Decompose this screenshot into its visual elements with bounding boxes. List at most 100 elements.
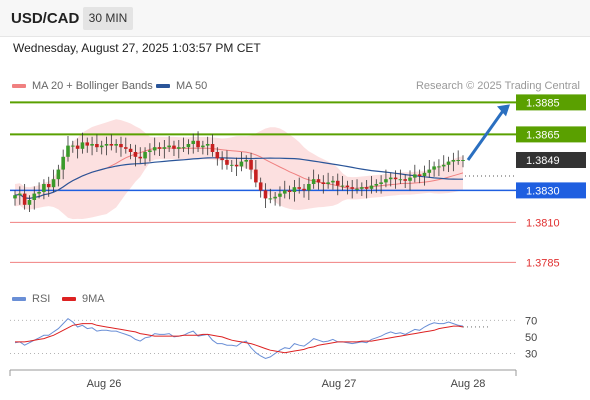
candle (71, 140, 75, 153)
candle (369, 176, 374, 194)
rsi-swatch (12, 297, 26, 302)
candle (128, 144, 133, 160)
bollinger-label: MA 20 + Bollinger Bands (32, 80, 153, 92)
candle-body (379, 182, 383, 184)
legend-rsi: RSI (12, 293, 50, 305)
candle-body (220, 158, 224, 160)
candle-body (51, 179, 56, 188)
candle-body (95, 144, 99, 148)
candle (104, 136, 109, 156)
candle (360, 182, 364, 196)
bollinger-band (15, 119, 463, 220)
candle (75, 138, 80, 159)
candle-body (128, 148, 133, 152)
candle-body (403, 179, 407, 181)
legend-rsi-ma9: 9MA (62, 293, 105, 305)
candle (263, 183, 268, 208)
candle (205, 136, 210, 156)
candle (133, 144, 138, 167)
candle (321, 175, 326, 194)
x-tick-label: Aug 26 (87, 378, 122, 390)
candle (80, 132, 85, 154)
candle-body (104, 144, 109, 146)
candle-body (369, 185, 374, 189)
candle-body (446, 161, 451, 165)
candle-body (388, 177, 393, 180)
candle (210, 134, 215, 157)
level-label: 1.3849 (526, 155, 560, 167)
candle-body (27, 200, 32, 205)
candle (437, 159, 441, 176)
candles (13, 131, 465, 212)
candle-body (422, 172, 427, 176)
candle-body (37, 192, 41, 194)
level-label: 1.3810 (526, 217, 560, 229)
candle-body (451, 160, 456, 162)
resistance-box (516, 126, 586, 143)
candle-body (75, 145, 80, 149)
level-1.3849: 1.3849 (465, 152, 586, 177)
candle-body (196, 140, 200, 148)
resistance-box (516, 94, 586, 111)
candle (456, 150, 460, 165)
candle (345, 180, 350, 195)
candle-body (181, 147, 186, 149)
candle-body (413, 174, 417, 178)
candle (244, 155, 249, 169)
instrument-title: USD/CAD (11, 10, 80, 27)
candle-body (186, 144, 191, 148)
candle (143, 147, 147, 166)
candle (148, 143, 152, 162)
candle (114, 139, 118, 153)
candle (374, 179, 379, 193)
candle-body (157, 147, 162, 149)
candle (157, 142, 162, 156)
candle-body (287, 190, 292, 192)
candle (408, 170, 412, 191)
legend-ma50: MA 50 (156, 80, 207, 92)
candle-body (205, 144, 210, 146)
rsi-tick-label: 30 (525, 349, 537, 361)
candle-body (138, 156, 143, 159)
candle (172, 140, 176, 156)
candle (451, 152, 456, 172)
candle-body (278, 193, 282, 197)
candle (152, 137, 157, 156)
candle (46, 176, 51, 197)
candle (215, 147, 220, 166)
x-tick-label: Aug 28 (451, 378, 486, 390)
candle-body (345, 185, 350, 188)
candle (461, 155, 465, 168)
candle (292, 180, 297, 202)
timestamp: Wednesday, August 27, 2025 1:03:57 PM CE… (13, 41, 261, 55)
candle-body (56, 169, 61, 180)
candle-body (152, 147, 157, 151)
candle-body (119, 144, 123, 148)
chart-header: USD/CAD 30 MIN (0, 0, 590, 37)
candle-body (143, 152, 147, 159)
candle (273, 192, 277, 206)
candle (413, 164, 417, 183)
candle (220, 151, 224, 170)
candle-body (80, 142, 85, 149)
candle-body (249, 160, 253, 170)
candle (417, 169, 422, 184)
candle (66, 136, 70, 162)
candle-body (210, 144, 215, 152)
timeframe-button[interactable]: 30 MIN (83, 7, 133, 30)
candle (99, 140, 104, 155)
candle (340, 176, 345, 191)
candle-body (32, 193, 37, 200)
candle (307, 176, 311, 200)
level-label: 1.3785 (526, 257, 560, 269)
candle-body (46, 184, 51, 188)
candle (350, 180, 355, 199)
candle-body (258, 182, 263, 191)
level-label: 1.3885 (526, 97, 560, 109)
candle-body (176, 147, 181, 149)
forecast-arrow-head (497, 104, 510, 117)
candle-body (234, 164, 239, 167)
candle (388, 172, 393, 187)
candle-body (273, 196, 277, 199)
candle-body (302, 188, 306, 191)
